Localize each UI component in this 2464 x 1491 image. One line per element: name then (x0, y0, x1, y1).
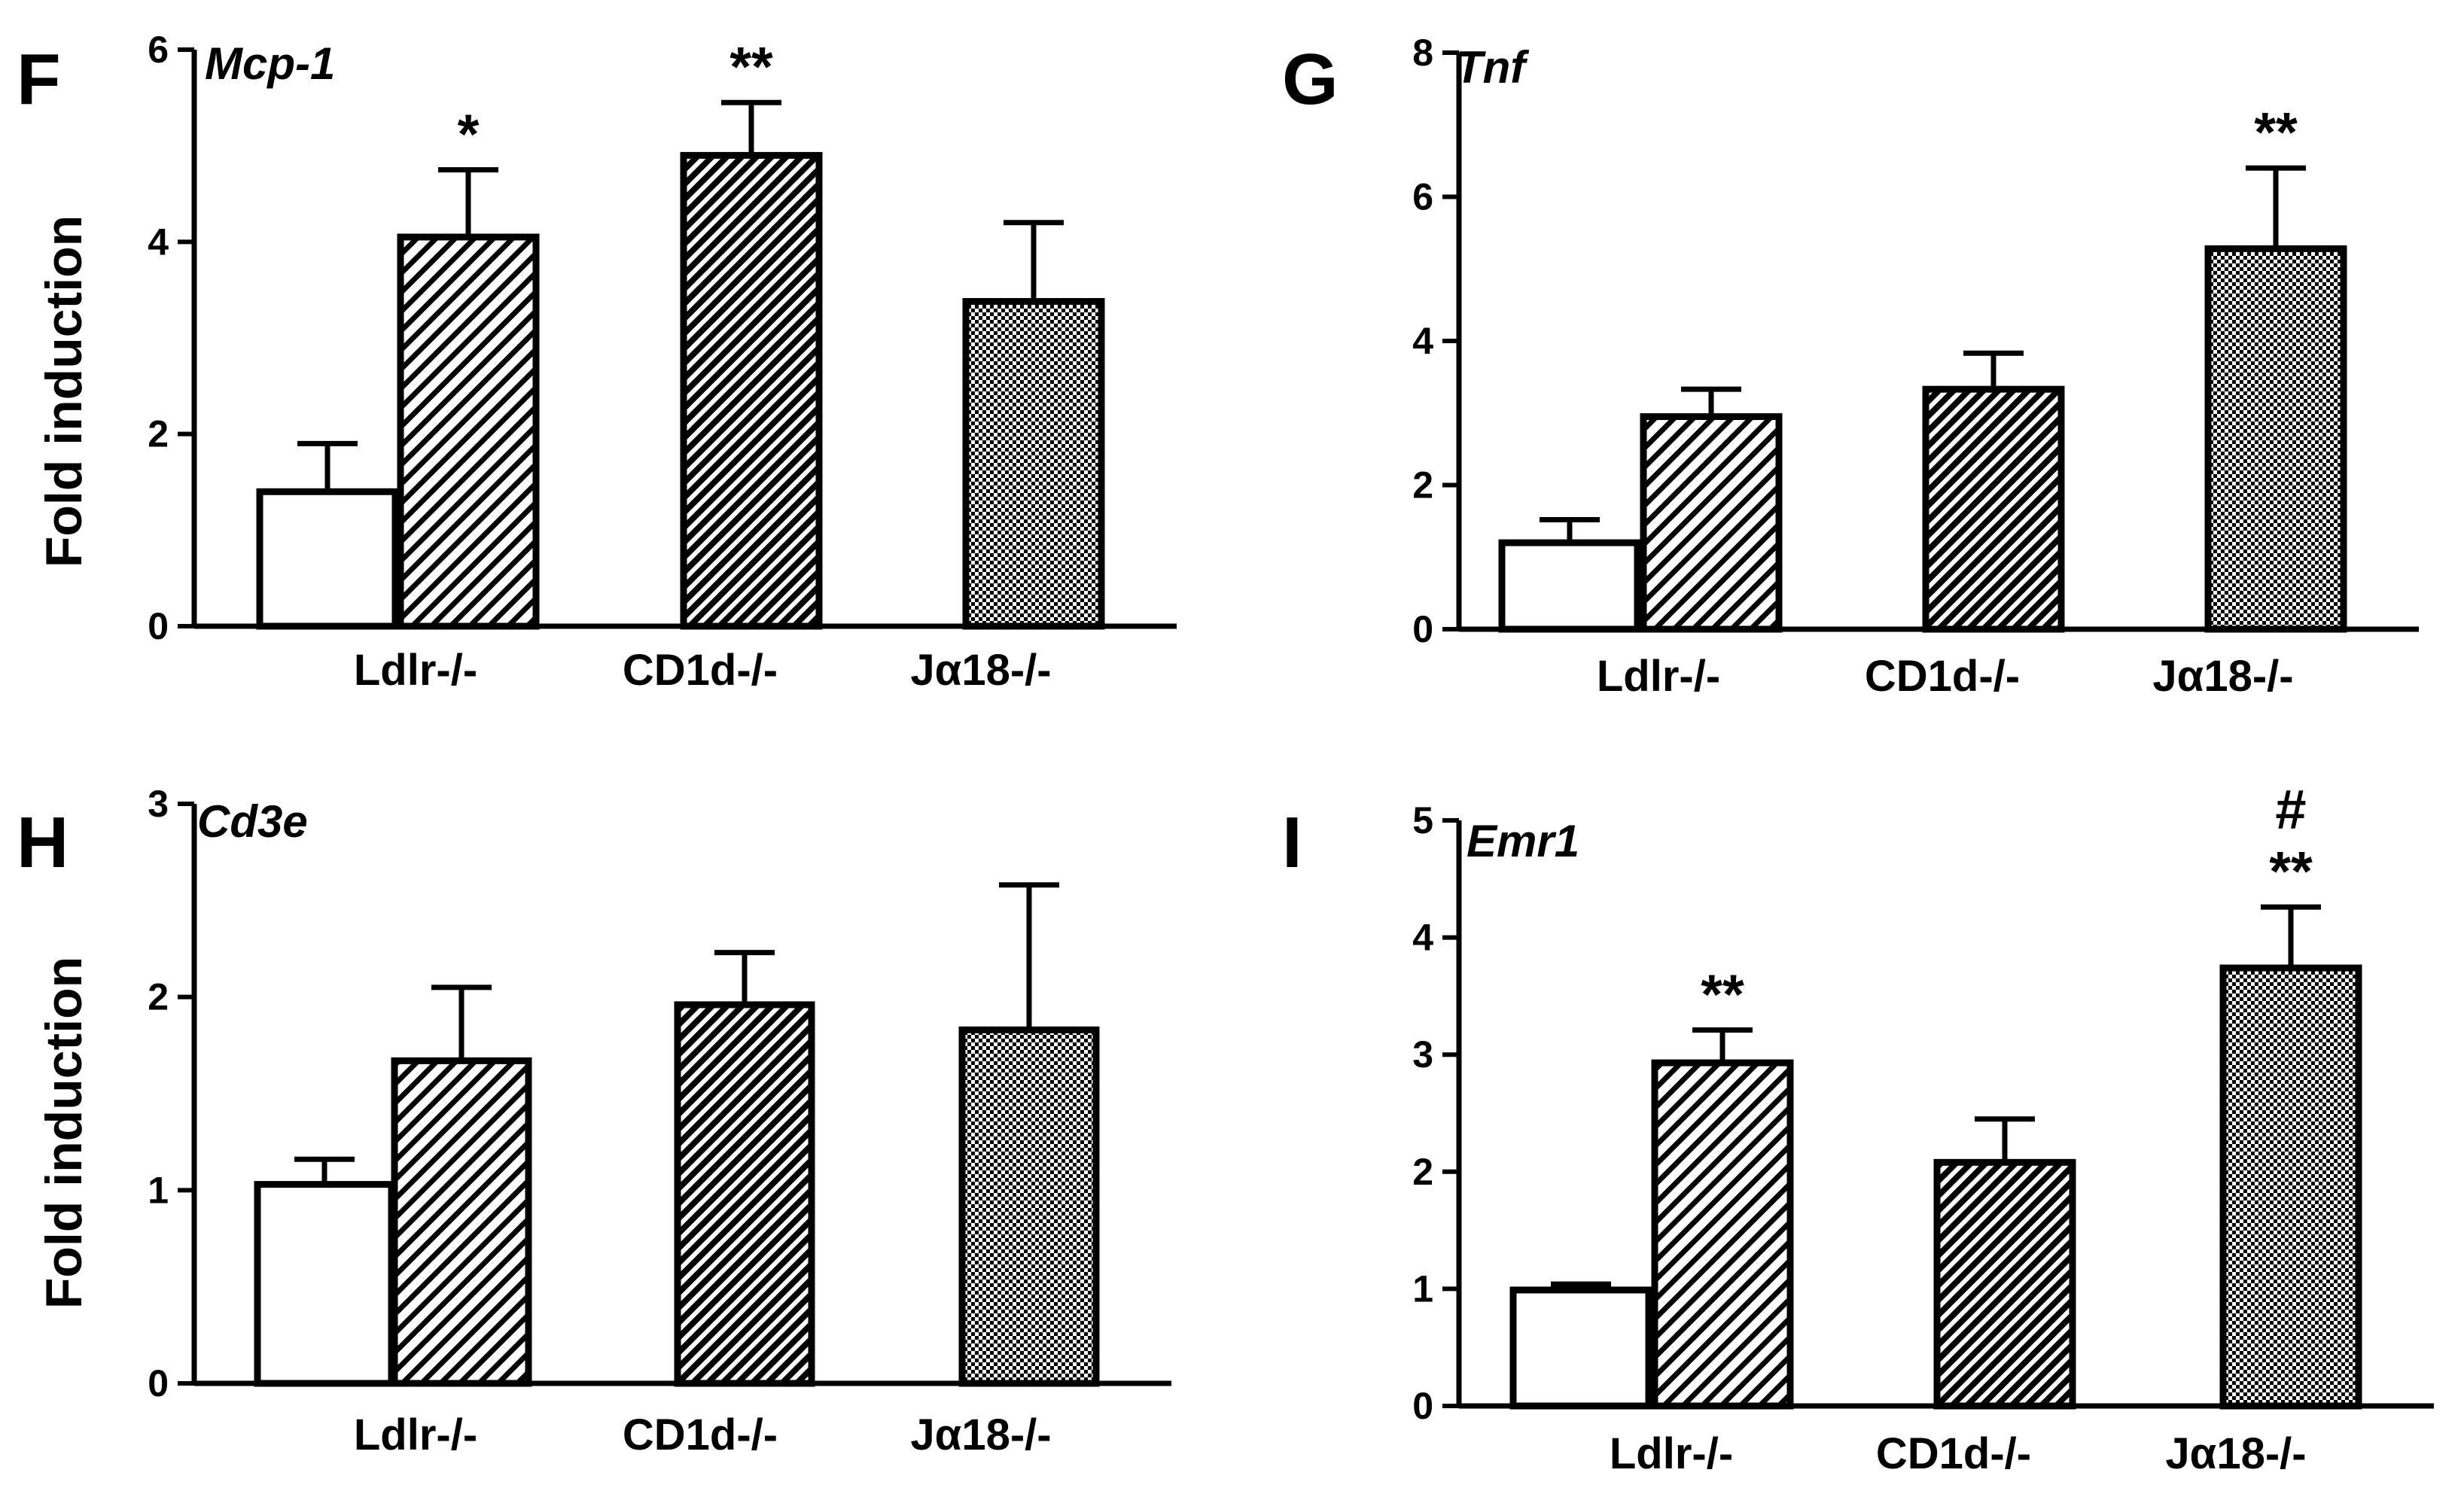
bar (680, 151, 823, 630)
group-label: Ldlr-/- (354, 1410, 477, 1459)
gene-title-mcp1: Mcp-1 (205, 38, 335, 89)
y-tick-label: 3 (1412, 1033, 1433, 1076)
significance-marker: ** (1701, 963, 1744, 1026)
y-tick-label: 4 (1412, 320, 1433, 362)
panel-letter-i: I (1282, 802, 1302, 883)
bar (256, 488, 399, 630)
significance-marker: ** (2254, 101, 2298, 163)
y-tick-label: 8 (1412, 32, 1433, 74)
y-tick-label: 3 (148, 783, 169, 825)
group-label: Jα18-/- (2165, 1429, 2306, 1478)
y-tick-label: 5 (1412, 799, 1433, 841)
bar-series: ****# (1509, 778, 2362, 1410)
bar (962, 297, 1105, 630)
bar (674, 1001, 815, 1387)
chart-panel-g: G Tnf 0 2 4 6 8 ** Ldlr-/- CD1d-/- Jα18-/- (1282, 32, 2419, 701)
bar (1922, 385, 2065, 633)
bar (1640, 413, 1783, 633)
y-axis-label: Fold induction (35, 215, 93, 567)
y-tick-label: 4 (148, 221, 169, 263)
bar-series: ** (1498, 101, 2347, 633)
gene-title-emr1: Emr1 (1467, 816, 1579, 866)
group-label: Jα18-/- (910, 1410, 1051, 1459)
group-label: CD1d-/- (1865, 652, 2020, 701)
significance-marker: ** (2269, 840, 2313, 902)
y-axis-label: Fold induction (35, 957, 93, 1309)
bar (397, 233, 540, 630)
bar (958, 1026, 1100, 1387)
y-tick-label: 0 (1412, 1385, 1433, 1427)
group-label: Ldlr-/- (354, 646, 477, 695)
bar (2219, 964, 2362, 1410)
y-tick-label: 1 (148, 1169, 169, 1211)
y-tick-label: 1 (1412, 1267, 1433, 1310)
y-tick-label: 0 (148, 605, 169, 647)
y-tick-label: 6 (1412, 176, 1433, 218)
group-labels: Ldlr-/- CD1d-/- Jα18-/- (354, 646, 1052, 695)
panel-letter-h: H (17, 802, 69, 883)
y-tick-label: 2 (148, 413, 169, 455)
bar (254, 1181, 395, 1387)
y-tick-label: 0 (148, 1362, 169, 1404)
panel-letter-f: F (17, 39, 61, 120)
group-label: CD1d-/- (623, 646, 778, 695)
bar-series (254, 882, 1100, 1387)
significance-marker: * (458, 103, 480, 166)
bar (1651, 1059, 1794, 1410)
y-tick-label: 2 (1412, 1151, 1433, 1193)
y-tick-label: 2 (1412, 464, 1433, 507)
bar (1509, 1286, 1652, 1410)
group-labels: Ldlr-/- CD1d-/- Jα18-/- (354, 1410, 1052, 1459)
y-tick-label: 4 (1412, 917, 1433, 959)
gene-title-cd3e: Cd3e (197, 796, 308, 847)
bar-series: *** (256, 35, 1105, 630)
bar (2204, 245, 2347, 633)
group-label: CD1d-/- (1876, 1429, 2031, 1478)
group-label: Ldlr-/- (1610, 1429, 1733, 1478)
group-labels: Ldlr-/- CD1d-/- Jα18-/- (1610, 1429, 2307, 1478)
significance-marker: ** (729, 35, 773, 98)
group-label: CD1d-/- (623, 1410, 778, 1459)
bar (391, 1057, 532, 1387)
bar (1933, 1158, 2076, 1410)
group-label: Jα18-/- (910, 646, 1051, 695)
y-tick-label: 2 (148, 976, 169, 1018)
gene-title-tnf: Tnf (1455, 42, 1529, 93)
y-tick-label: 6 (148, 29, 169, 71)
panel-letter-g: G (1282, 39, 1339, 120)
group-labels: Ldlr-/- CD1d-/- Jα18-/- (1597, 652, 2294, 701)
bar (1498, 539, 1641, 633)
group-label: Ldlr-/- (1597, 652, 1720, 701)
y-tick-label: 0 (1412, 608, 1433, 650)
chart-panel-h: H Cd3e Fold induction 0 1 2 3 Ldlr-/- CD1d-/… (17, 783, 1171, 1459)
group-label: Jα18-/- (2152, 652, 2293, 701)
significance-marker-hash: # (2275, 778, 2306, 841)
